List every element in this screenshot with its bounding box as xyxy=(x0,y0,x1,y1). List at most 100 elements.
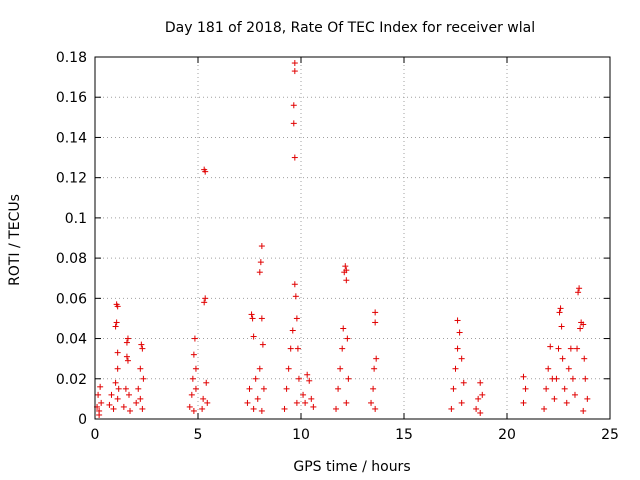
data-point xyxy=(258,315,265,322)
y-tick-label: 0.06 xyxy=(56,291,87,307)
data-point xyxy=(291,68,298,75)
data-point xyxy=(292,293,299,300)
x-tick-label: 25 xyxy=(601,427,619,443)
data-point xyxy=(256,269,263,276)
data-point xyxy=(252,375,259,382)
data-point xyxy=(127,407,134,414)
x-tick-label: 10 xyxy=(292,427,310,443)
y-tick-labels: 0 0.02 0.04 0.06 0.08 0.1 0.12 0.14 0.16 0.18 xyxy=(56,50,87,428)
data-point xyxy=(291,281,298,288)
data-point xyxy=(551,395,558,402)
x-tick-label: 20 xyxy=(498,427,516,443)
y-tick-label: 0.1 xyxy=(65,211,87,227)
data-point xyxy=(340,325,347,332)
data-point xyxy=(192,385,199,392)
data-point xyxy=(370,385,377,392)
x-tick-label: 5 xyxy=(194,427,203,443)
data-point xyxy=(306,377,313,384)
data-point xyxy=(114,395,121,402)
data-point xyxy=(559,355,566,362)
data-point xyxy=(246,385,253,392)
data-point xyxy=(342,263,349,270)
data-point xyxy=(123,339,130,346)
data-point xyxy=(473,405,480,412)
data-point xyxy=(204,399,211,406)
data-point xyxy=(139,405,146,412)
grid-lines xyxy=(95,57,610,419)
data-point xyxy=(475,395,482,402)
data-point xyxy=(456,329,463,336)
data-point xyxy=(254,395,261,402)
data-point xyxy=(372,405,379,412)
data-point xyxy=(343,399,350,406)
plot-frame xyxy=(94,56,611,420)
data-point xyxy=(479,391,486,398)
data-point xyxy=(308,395,315,402)
data-point xyxy=(96,411,103,418)
data-point xyxy=(569,375,576,382)
data-point xyxy=(477,379,484,386)
data-point xyxy=(522,385,529,392)
data-point xyxy=(133,399,140,406)
data-point xyxy=(582,375,589,382)
data-point xyxy=(114,365,121,372)
data-point xyxy=(337,365,344,372)
x-axis-label: GPS time / hours xyxy=(293,459,410,475)
data-point xyxy=(287,345,294,352)
data-point xyxy=(259,341,266,348)
data-point xyxy=(310,403,317,410)
data-point xyxy=(124,357,131,364)
data-point xyxy=(575,289,582,296)
data-point xyxy=(343,267,350,274)
data-point xyxy=(294,345,301,352)
data-point xyxy=(452,365,459,372)
data-point xyxy=(373,355,380,362)
data-point xyxy=(343,277,350,284)
data-point xyxy=(283,385,290,392)
data-point xyxy=(293,315,300,322)
data-point xyxy=(110,405,117,412)
x-tick-label: 0 xyxy=(91,427,100,443)
data-point xyxy=(520,399,527,406)
data-point xyxy=(98,399,105,406)
data-point xyxy=(335,385,342,392)
y-tick-label: 0.14 xyxy=(56,130,87,146)
data-point xyxy=(122,385,129,392)
y-tick-label: 0.18 xyxy=(56,50,87,66)
y-tick-label: 0.04 xyxy=(56,332,87,348)
data-point xyxy=(285,365,292,372)
data-point xyxy=(460,379,467,386)
data-point xyxy=(304,371,311,378)
data-point xyxy=(580,407,587,414)
data-point xyxy=(543,385,550,392)
data-points xyxy=(94,60,591,418)
x-tick-label: 15 xyxy=(395,427,413,443)
data-point xyxy=(567,345,574,352)
data-point xyxy=(202,295,209,302)
y-axis-label: ROTI / TECUs xyxy=(7,194,23,286)
data-point xyxy=(190,351,197,358)
data-point xyxy=(188,391,195,398)
data-point xyxy=(199,405,206,412)
data-point xyxy=(565,365,572,372)
data-point xyxy=(186,403,193,410)
data-point xyxy=(140,375,147,382)
data-point xyxy=(293,399,300,406)
data-point xyxy=(249,315,256,322)
data-point xyxy=(458,355,465,362)
data-point xyxy=(302,399,309,406)
data-point xyxy=(561,385,568,392)
data-point xyxy=(477,409,484,416)
data-point xyxy=(372,319,379,326)
data-point xyxy=(95,391,102,398)
y-tick-label: 0.16 xyxy=(56,90,87,106)
data-point xyxy=(244,399,251,406)
data-point xyxy=(281,405,288,412)
data-point xyxy=(137,365,144,372)
data-point xyxy=(203,379,210,386)
data-point xyxy=(371,365,378,372)
data-point xyxy=(112,379,119,386)
data-point xyxy=(112,323,119,330)
data-point xyxy=(454,345,461,352)
data-point xyxy=(563,399,570,406)
